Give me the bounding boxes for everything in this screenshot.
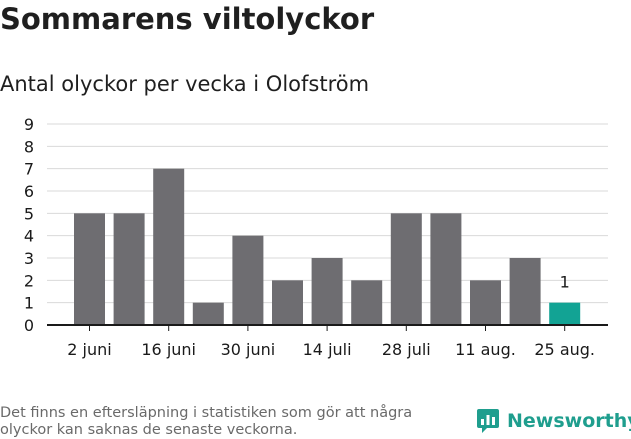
bar: [74, 213, 105, 325]
chart-title: Sommarens viltolyckor: [0, 2, 375, 36]
y-tick-label: 8: [24, 137, 34, 156]
x-tick-label: 11 aug.: [455, 340, 516, 359]
bar: [153, 168, 185, 325]
brand[interactable]: Newsworthy: [476, 408, 631, 434]
x-tick-label: 16 juni: [141, 340, 196, 359]
bar: [232, 235, 264, 325]
bar-chart: 0 1 2 3 4 5 6 7 8 9 1 2 juni 16 juni 30 juni 14 juli…: [24, 115, 608, 359]
y-tick-label: 2: [24, 271, 34, 290]
x-tick-label: 25 aug.: [534, 340, 595, 359]
y-tick-label: 5: [24, 204, 34, 223]
bar-value-label: 1: [560, 273, 570, 292]
bar: [351, 280, 383, 325]
y-tick-label: 3: [24, 249, 34, 268]
y-axis-ticks: 0 1 2 3 4 5 6 7 8 9: [24, 115, 34, 335]
bar: [113, 213, 145, 325]
bar: [549, 302, 581, 325]
x-tick-label: 2 juni: [67, 340, 111, 359]
bar: [272, 280, 303, 325]
bar: [509, 258, 541, 325]
y-tick-label: 6: [24, 182, 34, 201]
bar: [470, 280, 501, 325]
y-tick-label: 4: [24, 227, 34, 246]
y-tick-label: 1: [24, 294, 34, 313]
data-labels: 1: [560, 273, 570, 292]
bar: [192, 302, 224, 325]
newsworthy-logo-icon: [477, 409, 499, 433]
bar: [390, 213, 422, 325]
footnote: Det finns en eftersläpning i statistiken…: [0, 405, 413, 438]
y-tick-label: 7: [24, 160, 34, 179]
chart-subtitle: Antal olyckor per vecka i Olofström: [0, 72, 370, 96]
x-tick-label: 30 juni: [221, 340, 276, 359]
brand-name: Newsworthy: [507, 410, 631, 432]
bar: [430, 213, 462, 325]
bars: [74, 168, 581, 325]
y-tick-label: 9: [24, 115, 34, 134]
bar: [311, 258, 343, 325]
y-tick-label: 0: [24, 316, 34, 335]
x-tick-label: 14 juli: [303, 340, 352, 359]
x-axis-ticks: 2 juni 16 juni 30 juni 14 juli 28 juli 11 aug…: [67, 325, 595, 359]
x-tick-label: 28 juli: [382, 340, 431, 359]
